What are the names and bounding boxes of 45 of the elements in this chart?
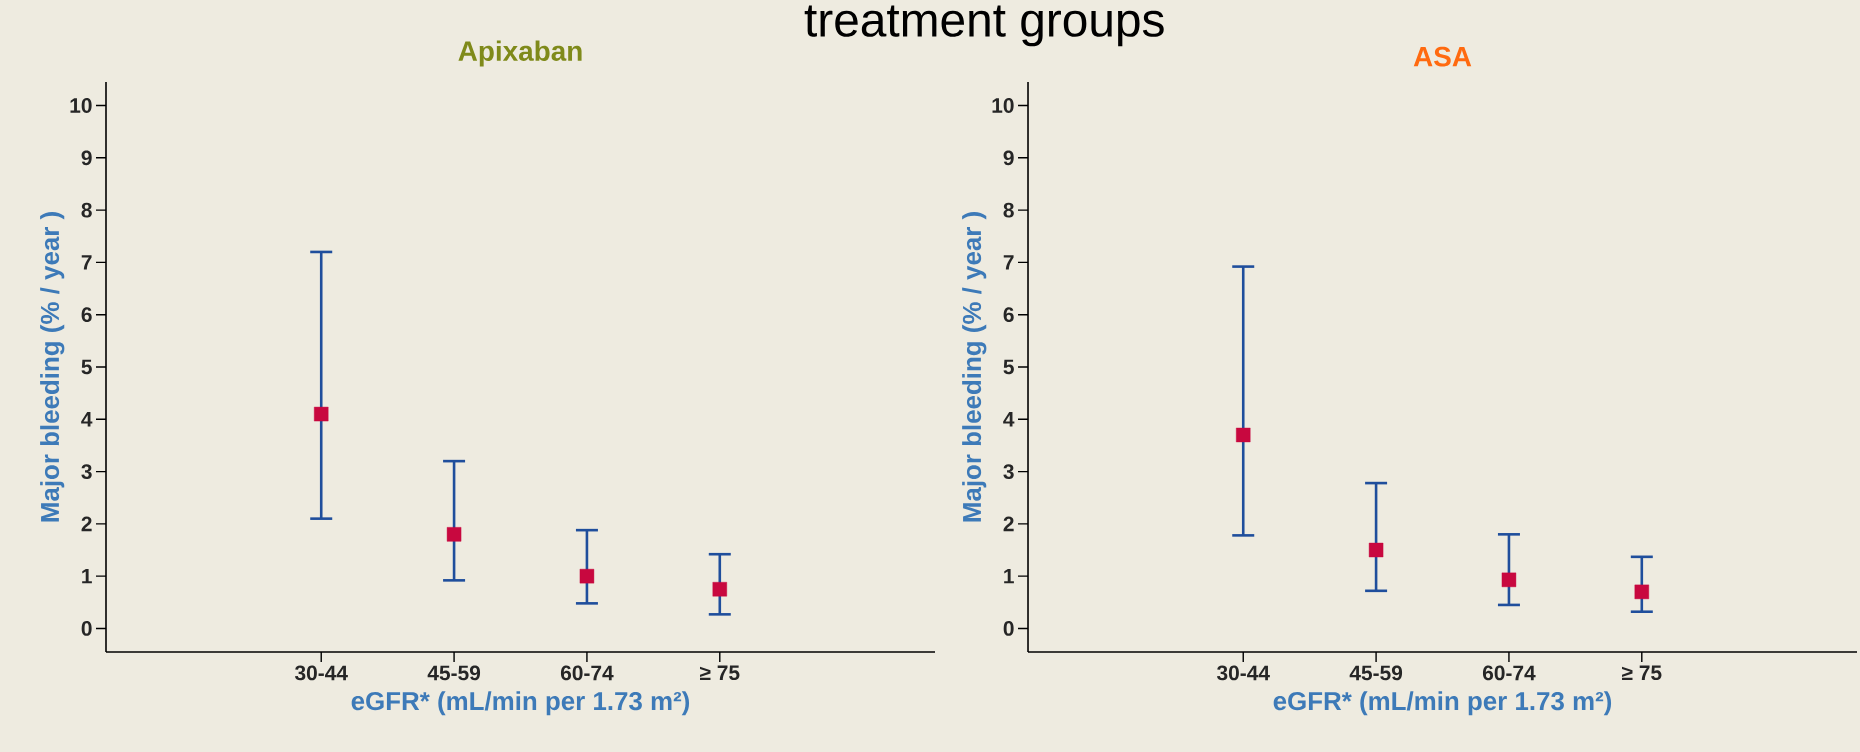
y-tick-label: 0: [81, 621, 92, 636]
point: [1634, 584, 1649, 600]
y-tick-label: 4: [1003, 412, 1015, 427]
point: [712, 582, 727, 597]
text: treatment groups: [804, 5, 1164, 47]
y-tick-label: 4: [81, 412, 93, 427]
y-tick-label: 2: [81, 516, 92, 532]
x-axis-title: eGFR* (mL/min per 1.73 m²): [1273, 691, 1612, 716]
x-tick-label: 60-74: [1482, 665, 1536, 681]
y-tick-label: 10: [992, 98, 1014, 113]
y-tick-label: 6: [1003, 307, 1014, 323]
y-tick-label: 5: [81, 359, 92, 375]
y-tick-label: 9: [81, 150, 92, 166]
point: [446, 527, 462, 542]
chart-title: ASA: [1413, 46, 1472, 67]
y-tick-label: 10: [70, 98, 92, 113]
y-tick-label: 9: [1003, 150, 1014, 166]
x-tick-label: 30-44: [294, 665, 348, 681]
x-tick-label: ≥ 75: [1622, 665, 1662, 681]
point: [1501, 572, 1517, 588]
point: [1236, 427, 1251, 443]
x-tick-label: 45-59: [1349, 665, 1403, 681]
point: [1368, 542, 1384, 558]
y-tick-label: 8: [81, 202, 92, 218]
y-tick-label: 1: [82, 568, 92, 584]
y-tick-label: 5: [1003, 359, 1014, 375]
x-axis-title: eGFR* (mL/min per 1.73 m²): [351, 691, 690, 716]
point: [579, 568, 595, 584]
chart-title: Apixaban: [458, 40, 582, 67]
y-tick-label: 7: [81, 255, 92, 270]
y-axis-title: Major bleeding (% / year ): [40, 212, 65, 522]
y-tick-label: 6: [81, 307, 92, 323]
y-tick-label: 1: [1004, 568, 1014, 584]
y-tick-label: 2: [1003, 516, 1014, 532]
y-tick-label: 0: [1003, 621, 1014, 636]
x-tick-label: ≥ 75: [700, 665, 740, 681]
x-tick-label: 30-44: [1216, 665, 1270, 681]
point: [314, 406, 329, 422]
x-tick-label: 45-59: [427, 665, 481, 681]
y-axis-title: Major bleeding (% / year ): [962, 212, 987, 522]
y-tick-label: 8: [1003, 202, 1014, 218]
y-tick-label: 3: [81, 464, 92, 479]
x-tick-label: 60-74: [560, 665, 614, 681]
y-tick-label: 7: [1003, 255, 1014, 270]
y-tick-label: 3: [1003, 464, 1014, 479]
